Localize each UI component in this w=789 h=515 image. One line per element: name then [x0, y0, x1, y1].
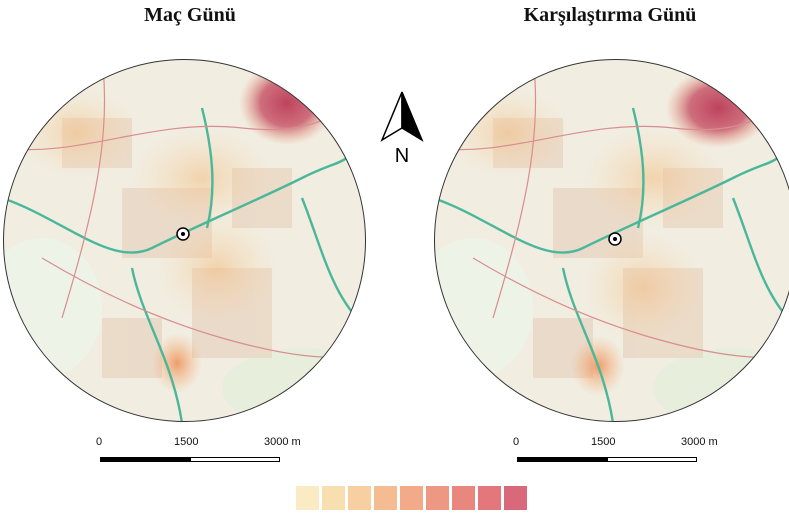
north-arrow-icon: N [380, 91, 424, 166]
legend-swatch-4 [374, 486, 397, 510]
scale-label-3000: 3000 m [681, 436, 718, 448]
north-label: N [395, 145, 409, 166]
legend-swatch-8 [478, 486, 501, 510]
legend-swatch-7 [452, 486, 475, 510]
legend-swatch-1 [296, 486, 319, 510]
scale-label-0: 0 [513, 436, 520, 448]
map-title-left: Maç Günü [144, 4, 236, 26]
legend-swatch-3 [348, 486, 371, 510]
legend-swatch-2 [322, 486, 345, 510]
scale-label-0: 0 [96, 436, 103, 448]
scale-bar-left: 0 1500 3000 m [90, 436, 301, 470]
legend-swatch-9 [504, 486, 527, 510]
scale-bar-right: 0 1500 3000 m [507, 436, 718, 470]
legend-swatch-0 [270, 486, 293, 510]
map-match-day[interactable] [2, 58, 367, 423]
map-title-right: Karşılaştırma Günü [523, 4, 697, 26]
legend-swatch-5 [400, 486, 423, 510]
scale-label-1500: 1500 [174, 436, 199, 448]
scale-label-3000: 3000 m [264, 436, 301, 448]
density-legend [270, 486, 527, 510]
map-comparison-day[interactable] [433, 58, 789, 423]
scale-label-1500: 1500 [591, 436, 616, 448]
legend-swatch-6 [426, 486, 449, 510]
